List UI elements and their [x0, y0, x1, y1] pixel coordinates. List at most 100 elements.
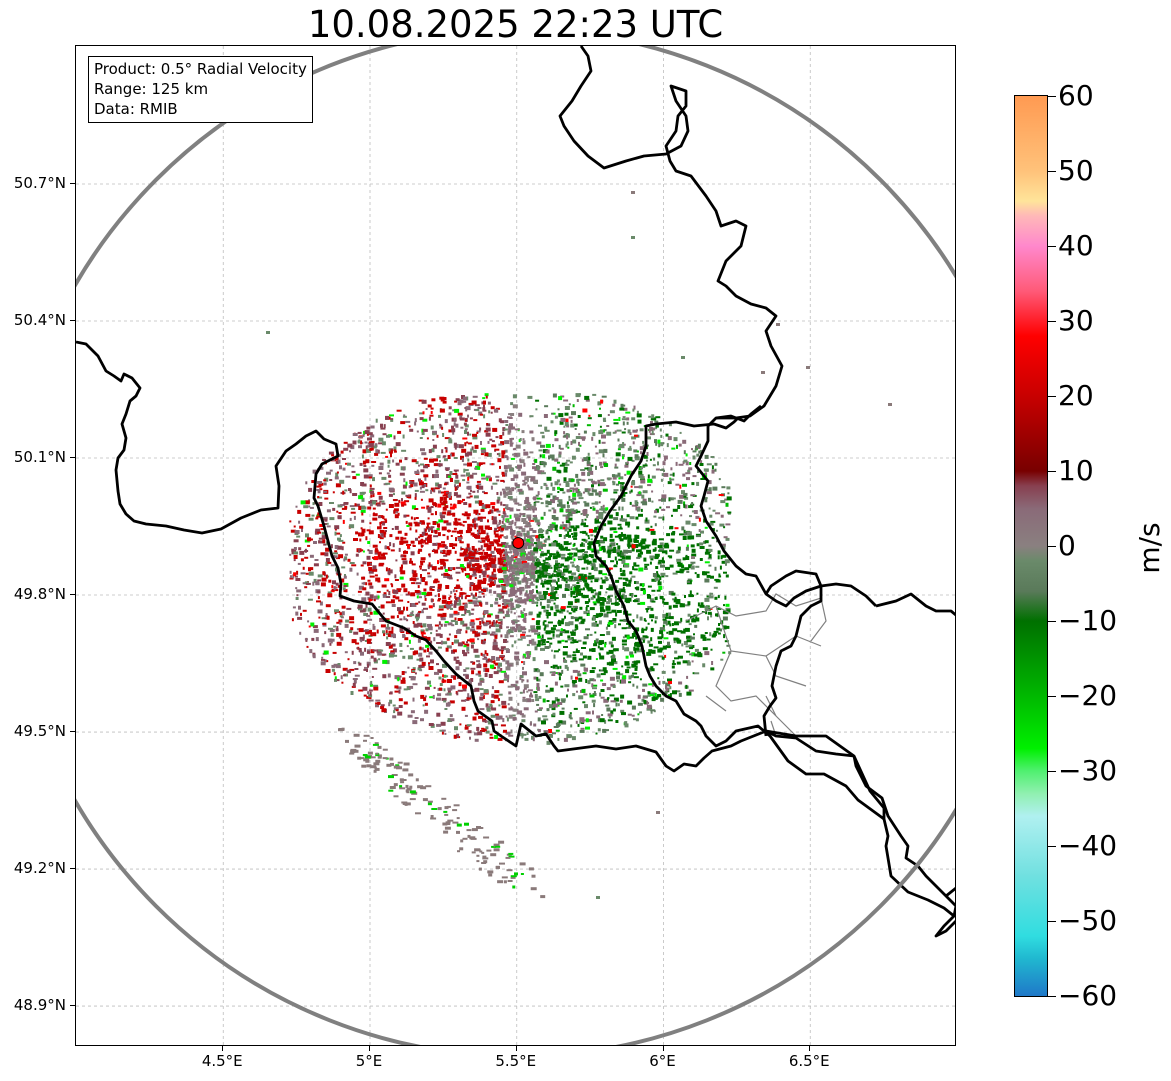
echo-pixel [386, 589, 389, 592]
echo-pixel [592, 687, 597, 690]
echo-pixel [567, 556, 570, 561]
echo-pixel [385, 482, 391, 485]
echo-pixel [464, 596, 467, 600]
echo-pixel [376, 590, 381, 593]
echo-pixel [652, 538, 657, 542]
echo-pixel [556, 469, 561, 473]
echo-pixel [460, 548, 464, 550]
echo-pixel [427, 648, 429, 652]
echo-pixel [612, 549, 616, 553]
echo-pixel [382, 659, 388, 664]
echo-pixel [609, 676, 615, 681]
echo-pixel [496, 548, 501, 553]
echo-pixel [481, 727, 485, 730]
echo-pixel [582, 641, 587, 645]
echo-pixel [697, 653, 703, 658]
echo-pixel [473, 533, 477, 537]
echo-pixel [581, 522, 586, 526]
echo-pixel [607, 621, 613, 625]
echo-pixel [578, 573, 584, 578]
echo-pixel [505, 649, 510, 653]
echo-pixel [550, 553, 556, 556]
echo-pixel [320, 582, 326, 587]
echo-pixel [436, 697, 441, 701]
echo-pixel [502, 605, 508, 609]
echo-pixel [467, 651, 470, 654]
echo-pixel [600, 673, 606, 676]
echo-pixel [487, 440, 490, 444]
echo-pixel [389, 691, 393, 695]
echo-pixel [552, 393, 557, 398]
echo-pixel [535, 698, 540, 702]
echo-pixel [596, 515, 599, 520]
echo-pixel [564, 615, 566, 619]
echo-pixel [483, 400, 486, 405]
echo-pixel [630, 485, 633, 488]
echo-pixel [465, 675, 469, 680]
echo-pixel [478, 591, 481, 594]
echo-pixel [704, 606, 709, 611]
echo-pixel [570, 423, 575, 428]
echo-pixel [361, 582, 365, 585]
echo-pixel [368, 476, 372, 479]
echo-pixel [708, 522, 714, 526]
echo-pixel [532, 737, 535, 742]
echo-pixel [566, 501, 569, 505]
echo-pixel [532, 507, 537, 511]
echo-pixel [447, 687, 453, 691]
echo-pixel [440, 550, 443, 553]
echo-pixel [485, 726, 489, 730]
echo-pixel [447, 455, 451, 459]
echo-pixel [475, 597, 478, 600]
echo-pixel [645, 544, 650, 549]
echo-pixel [377, 652, 383, 656]
echo-pixel [486, 631, 491, 635]
echo-pixel [621, 712, 626, 716]
echo-pixel [510, 566, 515, 570]
echo-pixel [490, 705, 493, 710]
echo-pixel [553, 650, 559, 653]
echo-pixel [602, 548, 606, 553]
echo-pixel [567, 635, 571, 639]
echo-pixel [565, 461, 568, 465]
echo-pixel [637, 602, 641, 605]
echo-pixel [378, 658, 381, 661]
echo-pixel [645, 608, 650, 610]
echo-pixel [367, 437, 372, 441]
echo-pixel [402, 560, 408, 565]
echo-pixel [555, 723, 560, 728]
echo-pixel [523, 462, 526, 467]
echo-pixel [476, 664, 482, 669]
echo-pixel [374, 549, 379, 553]
echo-pixel [421, 609, 424, 613]
echo-pixel [572, 610, 576, 613]
echo-pixel [433, 686, 436, 689]
echo-pixel [505, 504, 509, 509]
echo-pixel [557, 666, 560, 670]
echo-pixel [625, 669, 630, 674]
echo-pixel [646, 707, 651, 711]
echo-pixel [357, 441, 361, 444]
echo-pixel [634, 649, 637, 654]
echo-pixel [675, 690, 681, 693]
echo-pixel [342, 587, 346, 591]
echo-pixel [690, 544, 695, 548]
echo-pixel [640, 479, 646, 484]
echo-pixel [543, 581, 549, 584]
echo-pixel [483, 404, 485, 408]
echo-pixel [449, 513, 454, 516]
echo-pixel [587, 488, 591, 492]
echo-pixel [630, 489, 633, 493]
echo-pixel [376, 503, 381, 507]
echo-pixel [654, 620, 657, 624]
echo-pixel [678, 692, 682, 697]
echo-pixel [552, 495, 557, 500]
radar-map[interactable] [75, 45, 956, 1046]
echo-pixel [560, 629, 566, 632]
echo-pixel [464, 554, 469, 559]
echo-pixel [369, 575, 375, 578]
echo-pixel [476, 600, 482, 603]
echo-pixel [304, 500, 310, 505]
echo-pixel [417, 622, 423, 627]
echo-pixel [381, 532, 384, 537]
